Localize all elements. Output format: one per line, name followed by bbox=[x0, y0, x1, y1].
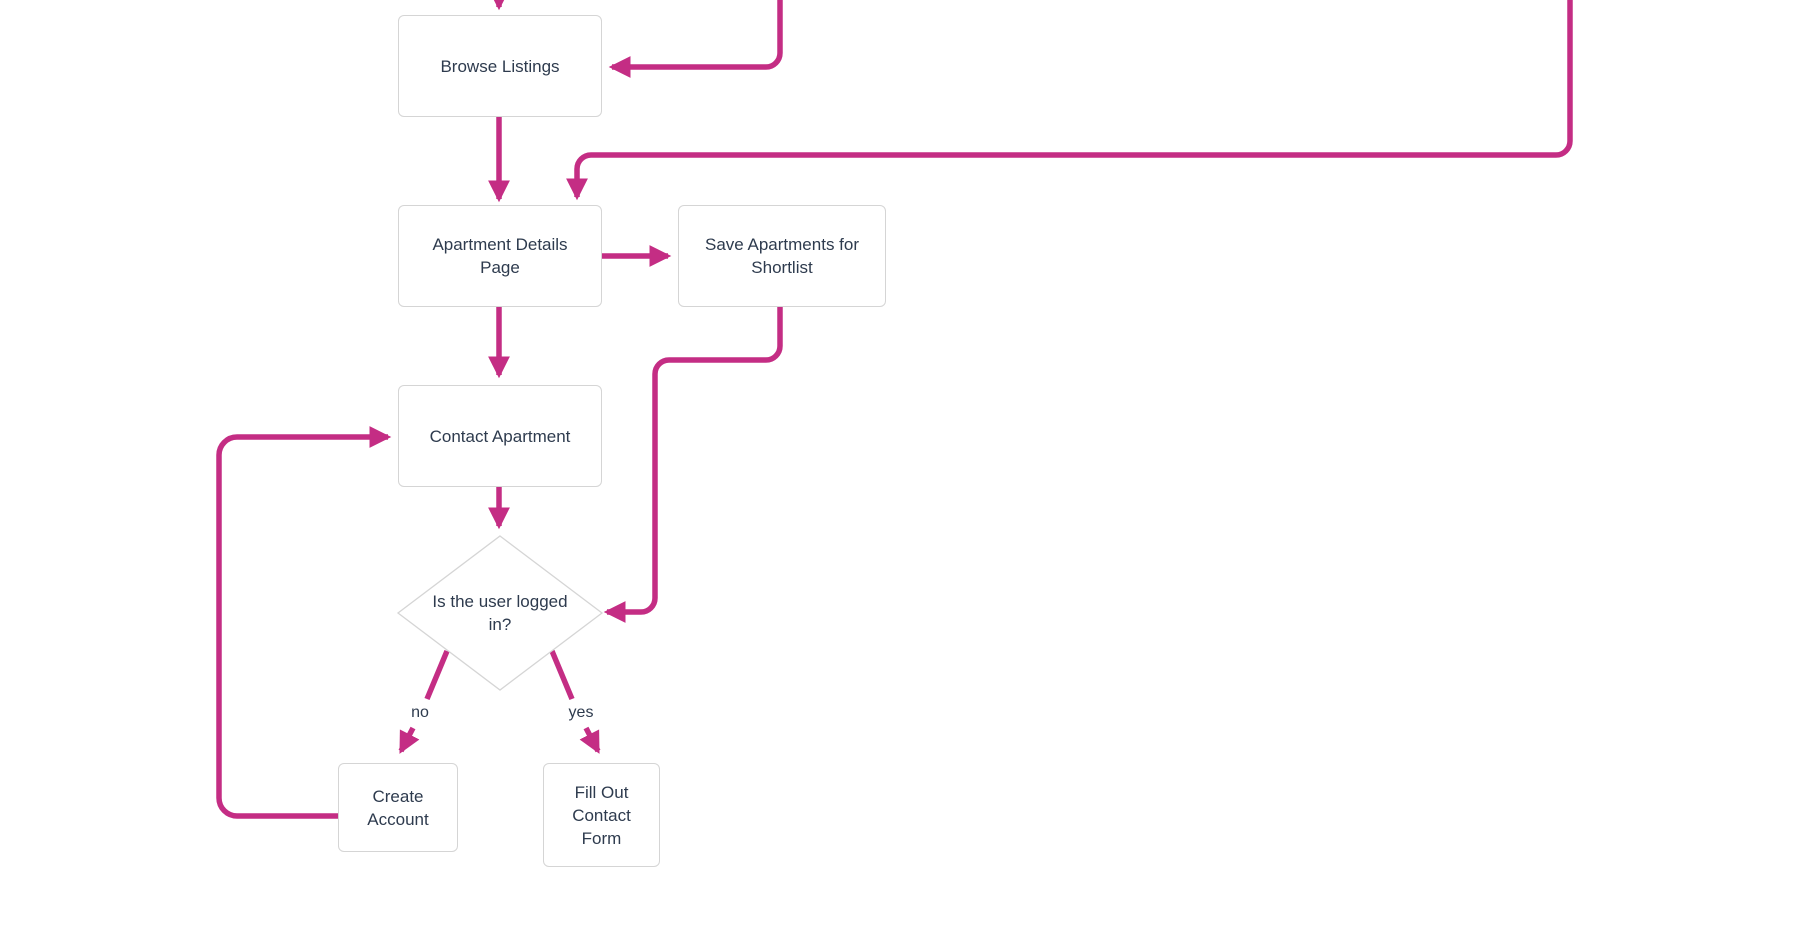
node-fill-out-contact-form: Fill Out Contact Form bbox=[543, 763, 660, 867]
edge-label-no: no bbox=[408, 703, 432, 723]
node-save-apartments-shortlist: Save Apartments for Shortlist bbox=[678, 205, 886, 307]
edge-label-yes: yes bbox=[565, 703, 597, 723]
node-browse-listings-label: Browse Listings bbox=[440, 56, 560, 76]
node-apartment-details-page-label: Apartment Details Page bbox=[432, 235, 568, 277]
edge-decision-yes-segment bbox=[549, 649, 575, 701]
edge-far-right-to-details-arrow bbox=[566, 0, 1573, 201]
edge-create-to-contact-arrow bbox=[216, 426, 392, 819]
node-create-account-label: Create Account bbox=[367, 786, 429, 829]
edge-save-to-decision-arrow bbox=[603, 307, 783, 623]
decision-diamond-shape bbox=[396, 535, 604, 691]
node-apartment-details-page: Apartment Details Page bbox=[398, 205, 602, 307]
node-save-apartments-shortlist-label: Save Apartments for Shortlist bbox=[704, 235, 860, 277]
edge-decision-yes-arrow bbox=[579, 726, 601, 754]
node-browse-listings: Browse Listings bbox=[398, 15, 602, 117]
node-login-decision: Is the user logged in? bbox=[430, 577, 570, 649]
node-fill-out-contact-form-label: Fill Out Contact Form bbox=[572, 782, 631, 848]
node-contact-apartment-label: Contact Apartment bbox=[429, 426, 571, 446]
edge-right-to-browse-arrow bbox=[608, 0, 783, 78]
edge-decision-no-arrow bbox=[398, 726, 420, 754]
node-login-decision-label: Is the user logged in? bbox=[432, 592, 568, 634]
edge-decision-no-segment bbox=[424, 649, 450, 701]
node-create-account: Create Account bbox=[338, 763, 458, 852]
node-contact-apartment: Contact Apartment bbox=[398, 385, 602, 487]
